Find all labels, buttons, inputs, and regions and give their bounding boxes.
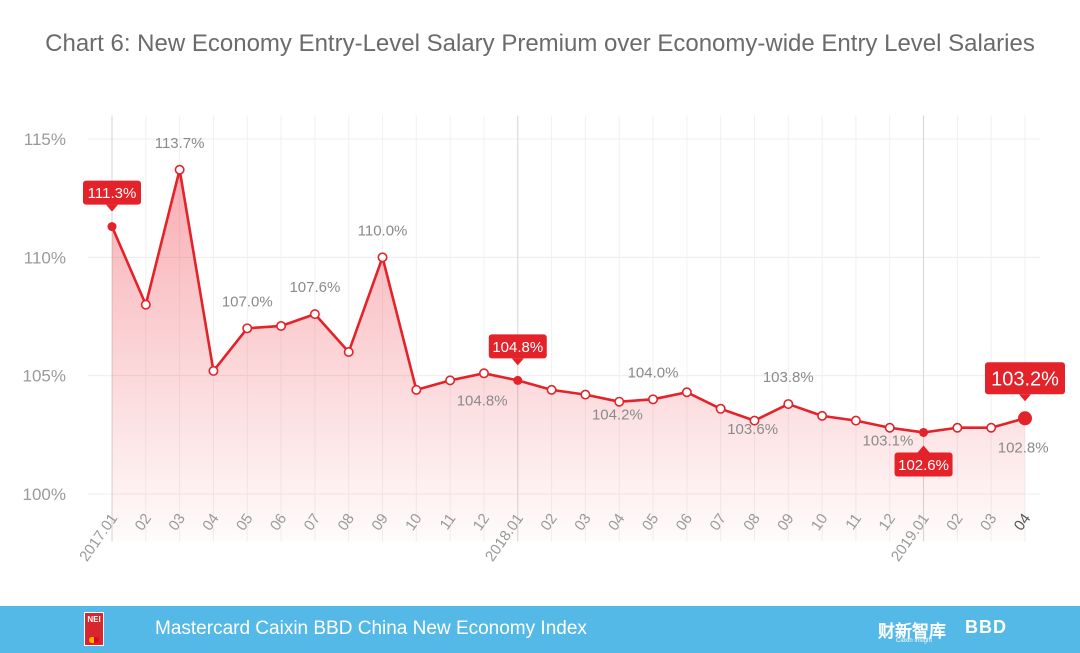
- data-point: [208, 365, 219, 376]
- data-label: 104.2%: [592, 407, 643, 424]
- x-tick-label: 10: [402, 511, 425, 534]
- data-point: [749, 415, 760, 426]
- data-point: [715, 403, 726, 414]
- data-point: [513, 375, 523, 385]
- x-tick-label: 02: [943, 511, 966, 534]
- mastercard-icon: [89, 637, 99, 643]
- callout-label: 104.8%: [492, 339, 543, 356]
- callout-pointer: [511, 358, 524, 366]
- callout-box: [894, 452, 953, 477]
- x-tick-label: 09: [774, 511, 797, 534]
- x-tick-label: 05: [233, 511, 256, 534]
- data-point: [884, 422, 895, 433]
- y-tick-label: 110%: [24, 248, 66, 267]
- nei-logo-text: NEI: [87, 615, 101, 624]
- data-point: [850, 415, 861, 426]
- data-label: 104.8%: [457, 392, 508, 409]
- x-tick-label: 04: [605, 511, 628, 534]
- y-tick-label: 105%: [23, 367, 66, 386]
- x-tick-label: 08: [740, 511, 763, 534]
- x-tick-label: 03: [977, 511, 1000, 534]
- series-line: [110, 168, 1026, 434]
- footer-title: Mastercard Caixin BBD China New Economy …: [155, 618, 587, 639]
- x-tick-label: 02: [537, 511, 560, 534]
- callout-pointer: [917, 445, 930, 453]
- data-label: 113.7%: [155, 135, 205, 152]
- data-point: [309, 309, 320, 320]
- x-tick-label: 05: [639, 511, 662, 534]
- data-point: [242, 323, 253, 334]
- x-tick-label: 02: [132, 511, 155, 534]
- callout-label: 103.2%: [991, 368, 1059, 390]
- data-point: [1018, 411, 1032, 426]
- line-area-chart: 100% 105% 110% 115% 111.3% 113.7% 107.0% 107.6%…: [23, 115, 1065, 565]
- nei-logo-icon: NEI: [84, 612, 104, 646]
- data-point: [986, 422, 997, 433]
- x-tick-label: 07: [301, 511, 324, 534]
- data-point: [107, 222, 117, 232]
- callout-box: [488, 334, 547, 359]
- data-point: [817, 410, 828, 421]
- data-label: 103.8%: [763, 369, 814, 386]
- data-point: [681, 387, 692, 398]
- data-point: [952, 422, 963, 433]
- callout-label: 111.3%: [88, 185, 137, 202]
- data-point: [140, 299, 151, 310]
- data-label: 102.8%: [998, 440, 1049, 457]
- x-tick-label: 09: [368, 511, 391, 534]
- data-point: [580, 389, 591, 400]
- caixin-insight-logo: 财新智库: [878, 622, 946, 641]
- callout-pointer: [1019, 394, 1031, 402]
- data-label: 103.6%: [727, 421, 778, 438]
- data-point: [174, 164, 185, 175]
- data-point: [614, 396, 625, 407]
- x-tick-label: 07: [706, 511, 729, 534]
- data-point: [648, 394, 659, 405]
- data-point: [445, 375, 456, 386]
- x-tick-label: 04: [199, 511, 222, 534]
- data-point: [546, 384, 557, 395]
- data-point: [343, 346, 354, 357]
- x-tick-label: 06: [673, 511, 696, 534]
- data-point: [411, 384, 422, 395]
- x-tick-label: 04: [1011, 511, 1034, 534]
- x-tick-label: 03: [165, 511, 188, 534]
- data-label: 107.0%: [222, 293, 273, 310]
- callout-label: 102.6%: [898, 457, 949, 474]
- data-point: [478, 368, 489, 379]
- data-point: [919, 427, 929, 437]
- callout-box: [83, 180, 141, 205]
- data-point: [377, 252, 388, 263]
- data-label: 104.0%: [628, 364, 679, 381]
- callout-box: [985, 362, 1065, 395]
- x-tick-label: 03: [571, 511, 594, 534]
- data-label: 103.1%: [862, 433, 913, 450]
- caixin-insight-sub: Caixin Insight: [896, 638, 933, 644]
- x-tick-label: 10: [808, 511, 831, 534]
- x-tick-label: 06: [267, 511, 290, 534]
- callout-pointer: [106, 204, 118, 212]
- x-tick-label: 08: [334, 511, 357, 534]
- data-label: 107.6%: [289, 279, 340, 296]
- data-label: 110.0%: [358, 222, 408, 239]
- y-tick-label: 115%: [24, 130, 66, 149]
- data-point: [783, 399, 794, 410]
- x-tick-label: 12: [876, 511, 899, 534]
- y-tick-label: 100%: [23, 485, 66, 504]
- bbd-logo: BBD: [965, 617, 1007, 637]
- x-tick-label: 12: [470, 511, 493, 534]
- footer-bar: NEI Mastercard Caixin BBD China New Econ…: [0, 606, 1080, 653]
- series-area: [112, 169, 1025, 542]
- chart-title: Chart 6: New Economy Entry-Level Salary …: [45, 30, 1035, 57]
- data-point: [276, 320, 287, 331]
